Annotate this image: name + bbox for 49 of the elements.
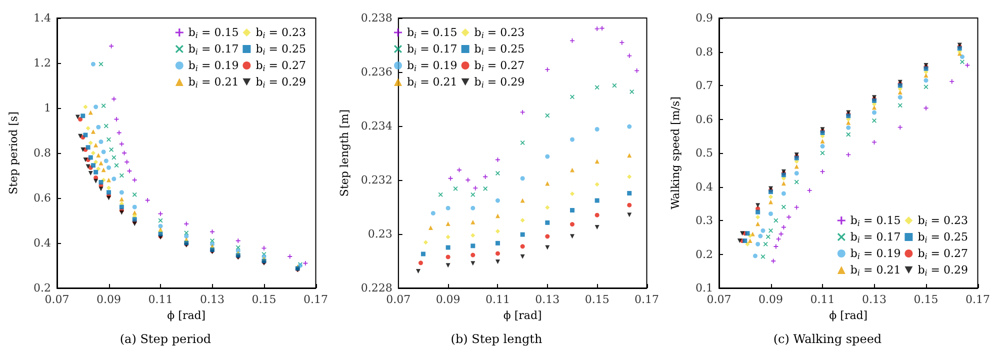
x-tick-label: 0.15 <box>914 293 938 306</box>
y-tick-label: 0.23 <box>368 228 392 240</box>
y-axis-title: Step length [m] <box>338 109 351 197</box>
x-tick-label: 0.09 <box>758 293 783 306</box>
y-tick-label: 0.7 <box>696 79 713 92</box>
x-tick-label: 0.15 <box>584 293 610 306</box>
y-tick-label: 0.228 <box>360 282 392 294</box>
y-tick-label: 0.232 <box>360 174 392 186</box>
y-tick-label: 0.2 <box>34 282 51 294</box>
x-axis-title: ϕ [rad] <box>503 308 542 322</box>
x-tick-label: 0.17 <box>966 293 990 306</box>
y-tick-label: 0.4 <box>696 180 713 194</box>
x-tick-label: 0.13 <box>862 293 886 306</box>
y-tick-label: 0.236 <box>360 66 392 78</box>
y-tick-label: 0.5 <box>696 146 713 160</box>
x-tick-label: 0.11 <box>148 293 173 306</box>
y-tick-label: 1.4 <box>34 12 51 24</box>
text: (c) Walking speed <box>773 332 882 346</box>
x-tick-label: 0.13 <box>200 293 224 306</box>
text: (a) Step period <box>120 332 212 346</box>
y-tick-label: 0.3 <box>696 214 713 227</box>
text: (b) Step length <box>450 332 542 346</box>
x-axis-title: ϕ [rad] <box>829 308 868 322</box>
x-tick-label: 0.11 <box>810 293 835 306</box>
x-tick-label: 0.09 <box>96 293 121 306</box>
x-tick-label: 0.17 <box>304 293 328 306</box>
y-tick-label: 0.234 <box>360 120 392 132</box>
x-tick-label: 0.17 <box>634 293 660 306</box>
y-tick-label: 0.238 <box>360 12 392 24</box>
x-tick-label: 0.07 <box>386 293 411 306</box>
y-tick-label: 0.9 <box>696 12 713 24</box>
y-tick-label: 1 <box>44 102 51 114</box>
x-tick-label: 0.13 <box>535 293 560 306</box>
x-tick-label: 0.09 <box>436 293 460 306</box>
y-axis-title: Step period [s] <box>7 112 20 194</box>
x-tick-label: 0.15 <box>252 293 276 306</box>
x-tick-label: 0.07 <box>44 293 70 306</box>
y-tick-label: 0.1 <box>696 282 713 294</box>
y-tick-label: 0.4 <box>34 236 51 250</box>
y-tick-label: 0.8 <box>34 146 51 160</box>
y-tick-label: 0.6 <box>696 112 713 126</box>
y-axis-title: Walking speed [m/s] <box>669 96 682 210</box>
y-tick-label: 0.6 <box>34 192 51 204</box>
y-tick-label: 1.2 <box>34 56 51 70</box>
x-tick-label: 0.11 <box>485 293 510 306</box>
y-tick-label: 0.2 <box>696 248 713 261</box>
x-tick-label: 0.07 <box>706 293 732 306</box>
x-axis-title: ϕ [rad] <box>167 308 206 322</box>
y-tick-label: 0.8 <box>696 45 713 58</box>
